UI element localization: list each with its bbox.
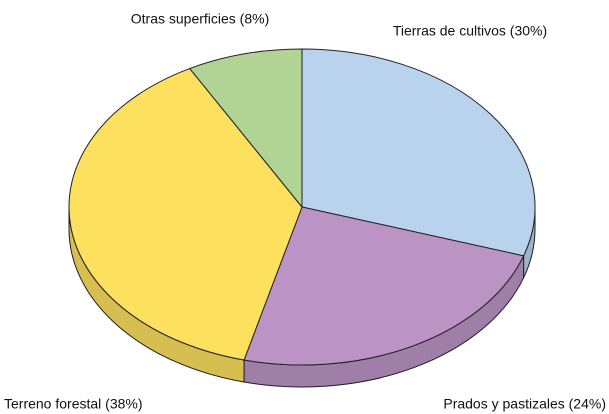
slice-label: Otras superficies (8%) <box>131 11 269 27</box>
pie-slice <box>189 48 303 208</box>
pie-slice <box>243 206 525 366</box>
slice-label: Terreno forestal (38%) <box>4 396 143 412</box>
pie-slice <box>301 48 536 257</box>
slice-label: Prados y pastizales (24%) <box>443 396 606 412</box>
slice-label: Tierras de cultivos (30%) <box>393 23 547 39</box>
pie-slice <box>68 68 303 361</box>
